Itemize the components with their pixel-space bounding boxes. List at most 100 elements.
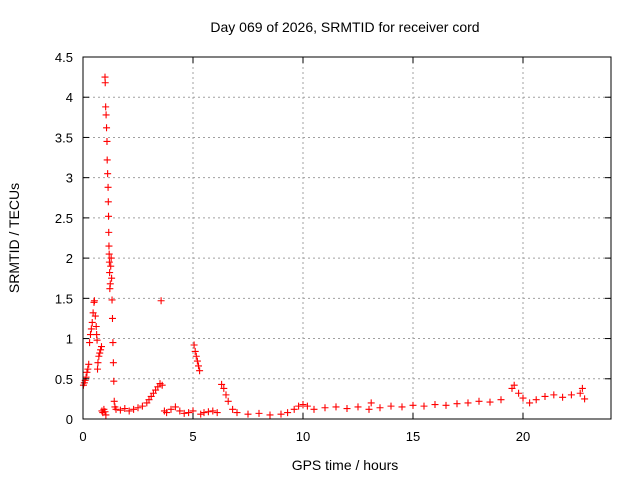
data-point [180,409,188,417]
data-point [343,405,351,413]
data-point [171,403,179,411]
data-point [105,250,113,258]
y-tick-label: 1.5 [55,291,73,306]
data-point [86,339,94,347]
data-point [125,407,133,415]
data-point [109,359,117,367]
data-point [550,391,558,399]
y-tick-label: 0 [66,412,73,427]
data-point [224,397,232,405]
data-point [108,296,116,304]
data-point [134,404,142,412]
data-point [108,274,116,282]
data-point [209,407,217,415]
data-point [163,409,171,417]
data-point [409,401,417,409]
data-point [255,409,263,417]
data-point [541,392,549,400]
data-point [109,339,117,347]
data-point [106,269,114,277]
data-point [190,341,198,349]
data-point [519,394,527,402]
y-axis-label: SRMTID / TECUs [6,183,22,293]
data-point [107,254,115,262]
y-tick-label: 4 [66,90,73,105]
data-point [284,409,292,417]
x-tick-label: 15 [406,429,420,444]
data-point [486,398,494,406]
data-point [105,242,113,250]
data-point [213,409,221,417]
data-point [96,349,104,357]
x-tick-labels: 0 5 10 15 20 [79,429,530,444]
y-tick-label: 3 [66,171,73,186]
data-point [86,331,94,339]
data-point [277,410,285,418]
data-point [176,407,184,415]
y-tick-label: 1 [66,332,73,347]
data-point [497,396,505,404]
grid [83,57,611,419]
y-tick-label: 3.5 [55,130,73,145]
data-point [103,156,111,164]
x-axis-label: GPS time / hours [292,457,399,473]
axis-ticks [82,56,611,420]
data-point [158,381,166,389]
data-point [367,399,375,407]
data-point [290,405,298,413]
data-point [93,336,101,344]
data-point [442,401,450,409]
data-point [105,212,113,220]
data-point [204,408,212,416]
data-point [105,258,113,266]
data-point [387,402,395,410]
y-tick-labels: 0 0.5 1 1.5 2 2.5 3 3.5 4 4.5 [55,50,73,427]
data-point [106,280,114,288]
data-point [192,352,200,360]
data-point [266,411,274,419]
data-point [398,403,406,411]
data-point [121,405,129,413]
plot-frame [82,56,612,420]
data-point [532,396,540,404]
data-point [116,406,124,414]
data-point [101,79,109,87]
x-tick-label: 5 [189,429,196,444]
data-point [85,360,93,368]
data-point [220,384,228,392]
data-point [193,357,201,365]
data-point [218,380,226,388]
data-point [310,405,318,413]
x-tick-label: 20 [516,429,530,444]
data-point [431,401,439,409]
data-point [130,405,138,413]
y-tick-label: 0.5 [55,372,73,387]
data-point [475,397,483,405]
data-point [104,170,112,178]
data-point [365,405,373,413]
data-point [82,373,90,381]
data-points [79,73,589,419]
data-point [102,111,110,119]
data-point [299,401,307,409]
data-point [138,402,146,410]
data-point [83,368,91,376]
data-point [354,403,362,411]
data-point [112,405,120,413]
data-point [108,314,116,322]
data-point [229,405,237,413]
data-point [303,402,311,410]
data-point [110,397,118,405]
data-point [107,262,115,270]
data-point [167,405,175,413]
data-point [526,399,534,407]
data-point [195,362,202,370]
data-point [515,389,523,397]
data-point [559,393,567,401]
y-tick-label: 2 [66,251,73,266]
data-point [200,409,208,417]
data-point [90,297,98,305]
data-point [104,198,112,206]
data-point [332,403,340,411]
